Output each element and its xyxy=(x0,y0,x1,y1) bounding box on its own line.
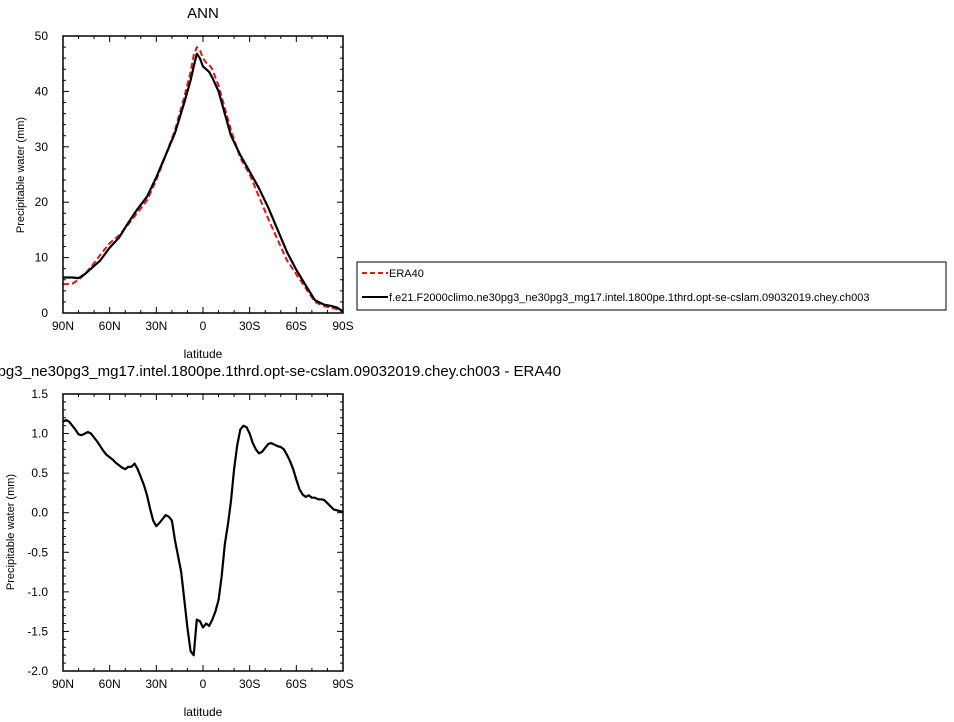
x-tick-label: 90S xyxy=(332,319,353,333)
y-tick-label: 10 xyxy=(35,251,49,265)
legend: ERA40 f.e21.F2000climo.ne30pg3_ne30pg3_m… xyxy=(356,261,947,311)
y-tick-label: 30 xyxy=(35,140,49,154)
y-tick-label: 0.0 xyxy=(31,506,48,520)
x-tick-label: 60N xyxy=(99,319,121,333)
y-tick-label: -1.0 xyxy=(27,585,48,599)
y-tick-label: 1.5 xyxy=(31,387,48,401)
chart-difference-precipitable-water: f.e21.F2000climo.ne30pg3_ne30pg3_mg17.in… xyxy=(0,363,561,719)
x-tick-label: 60S xyxy=(286,319,307,333)
chart-ann-precipitable-water: ANN latitude Precipitable water (mm) 90N… xyxy=(15,5,354,361)
y-tick-label: 1.0 xyxy=(31,427,48,441)
y-tick-label: -0.5 xyxy=(27,545,48,559)
plot-frame xyxy=(62,35,344,314)
y-tick-label: 40 xyxy=(35,84,49,98)
series-layer xyxy=(62,46,344,313)
legend-label-model: f.e21.F2000climo.ne30pg3_ne30pg3_mg17.in… xyxy=(389,292,869,304)
y-tick-label: 0 xyxy=(41,306,48,320)
y-tick-label: 20 xyxy=(35,195,49,209)
chart-title: ANN xyxy=(187,5,219,22)
x-tick-label: 0 xyxy=(200,319,207,333)
series-line-0 xyxy=(62,46,344,313)
series-line-1 xyxy=(63,52,344,313)
y-axis-label: Precipitable water (mm) xyxy=(15,117,27,233)
x-tick-label: 0 xyxy=(200,677,207,691)
x-tick-label: 30S xyxy=(239,319,260,333)
legend-label-era40: ERA40 xyxy=(389,268,424,280)
y-axis-label: Precipitable water (mm) xyxy=(5,474,17,590)
plot-frame xyxy=(62,393,344,672)
chart-title: f.e21.F2000climo.ne30pg3_ne30pg3_mg17.in… xyxy=(0,363,561,380)
x-axis-label: latitude xyxy=(184,705,223,719)
y-tick-label: -2.0 xyxy=(27,664,48,678)
legend-box xyxy=(356,261,947,311)
x-tick-label: 90N xyxy=(52,677,74,691)
x-tick-label: 60S xyxy=(286,677,307,691)
tick-layer: 90N 60N 30N 0 30S 60S 90S 0 10 20 30 40 50 xyxy=(35,29,354,333)
x-axis-label: latitude xyxy=(184,347,223,361)
series-line-0 xyxy=(62,419,344,657)
tick-layer: 90N 60N 30N 0 30S 60S 90S 1.5 1.0 0.5 0.0 -0.5 -1.0 -… xyxy=(27,387,353,691)
x-tick-label: 30N xyxy=(145,319,167,333)
x-tick-label: 30N xyxy=(145,677,167,691)
x-tick-label: 60N xyxy=(99,677,121,691)
x-tick-label: 90S xyxy=(332,677,353,691)
series-layer xyxy=(62,419,344,657)
x-tick-label: 30S xyxy=(239,677,260,691)
x-tick-label: 90N xyxy=(52,319,74,333)
y-tick-label: 0.5 xyxy=(31,466,48,480)
y-tick-label: -1.5 xyxy=(27,624,48,638)
y-tick-label: 50 xyxy=(35,29,49,43)
